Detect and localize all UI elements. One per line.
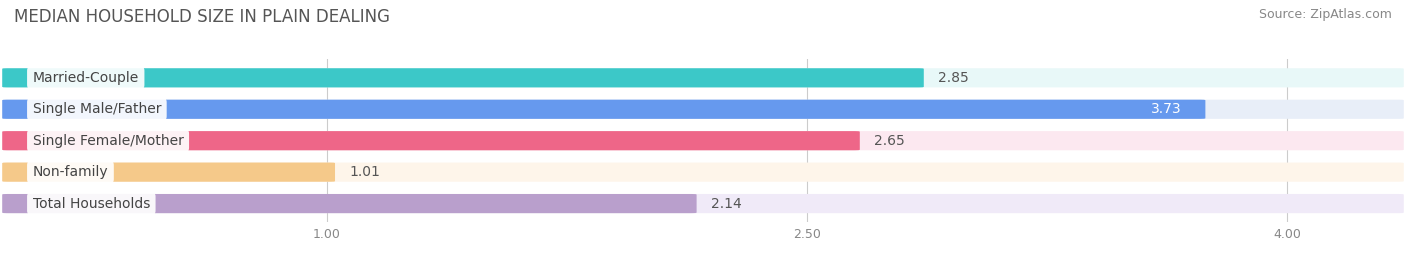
FancyBboxPatch shape	[3, 163, 1403, 182]
Text: 2.14: 2.14	[711, 196, 742, 211]
FancyBboxPatch shape	[3, 131, 1403, 150]
FancyBboxPatch shape	[3, 68, 1403, 87]
Text: 2.65: 2.65	[875, 134, 905, 148]
Text: Source: ZipAtlas.com: Source: ZipAtlas.com	[1258, 8, 1392, 21]
Text: Total Households: Total Households	[32, 196, 150, 211]
Text: 3.73: 3.73	[1150, 102, 1181, 116]
FancyBboxPatch shape	[3, 100, 1205, 119]
FancyBboxPatch shape	[3, 100, 1403, 119]
Text: Single Male/Father: Single Male/Father	[32, 102, 162, 116]
Text: Married-Couple: Married-Couple	[32, 71, 139, 85]
FancyBboxPatch shape	[3, 194, 1403, 213]
Text: 2.85: 2.85	[938, 71, 969, 85]
Text: 1.01: 1.01	[350, 165, 380, 179]
FancyBboxPatch shape	[3, 131, 860, 150]
Text: Non-family: Non-family	[32, 165, 108, 179]
FancyBboxPatch shape	[3, 163, 335, 182]
Text: Single Female/Mother: Single Female/Mother	[32, 134, 184, 148]
FancyBboxPatch shape	[3, 68, 924, 87]
FancyBboxPatch shape	[3, 194, 696, 213]
Text: MEDIAN HOUSEHOLD SIZE IN PLAIN DEALING: MEDIAN HOUSEHOLD SIZE IN PLAIN DEALING	[14, 8, 389, 26]
